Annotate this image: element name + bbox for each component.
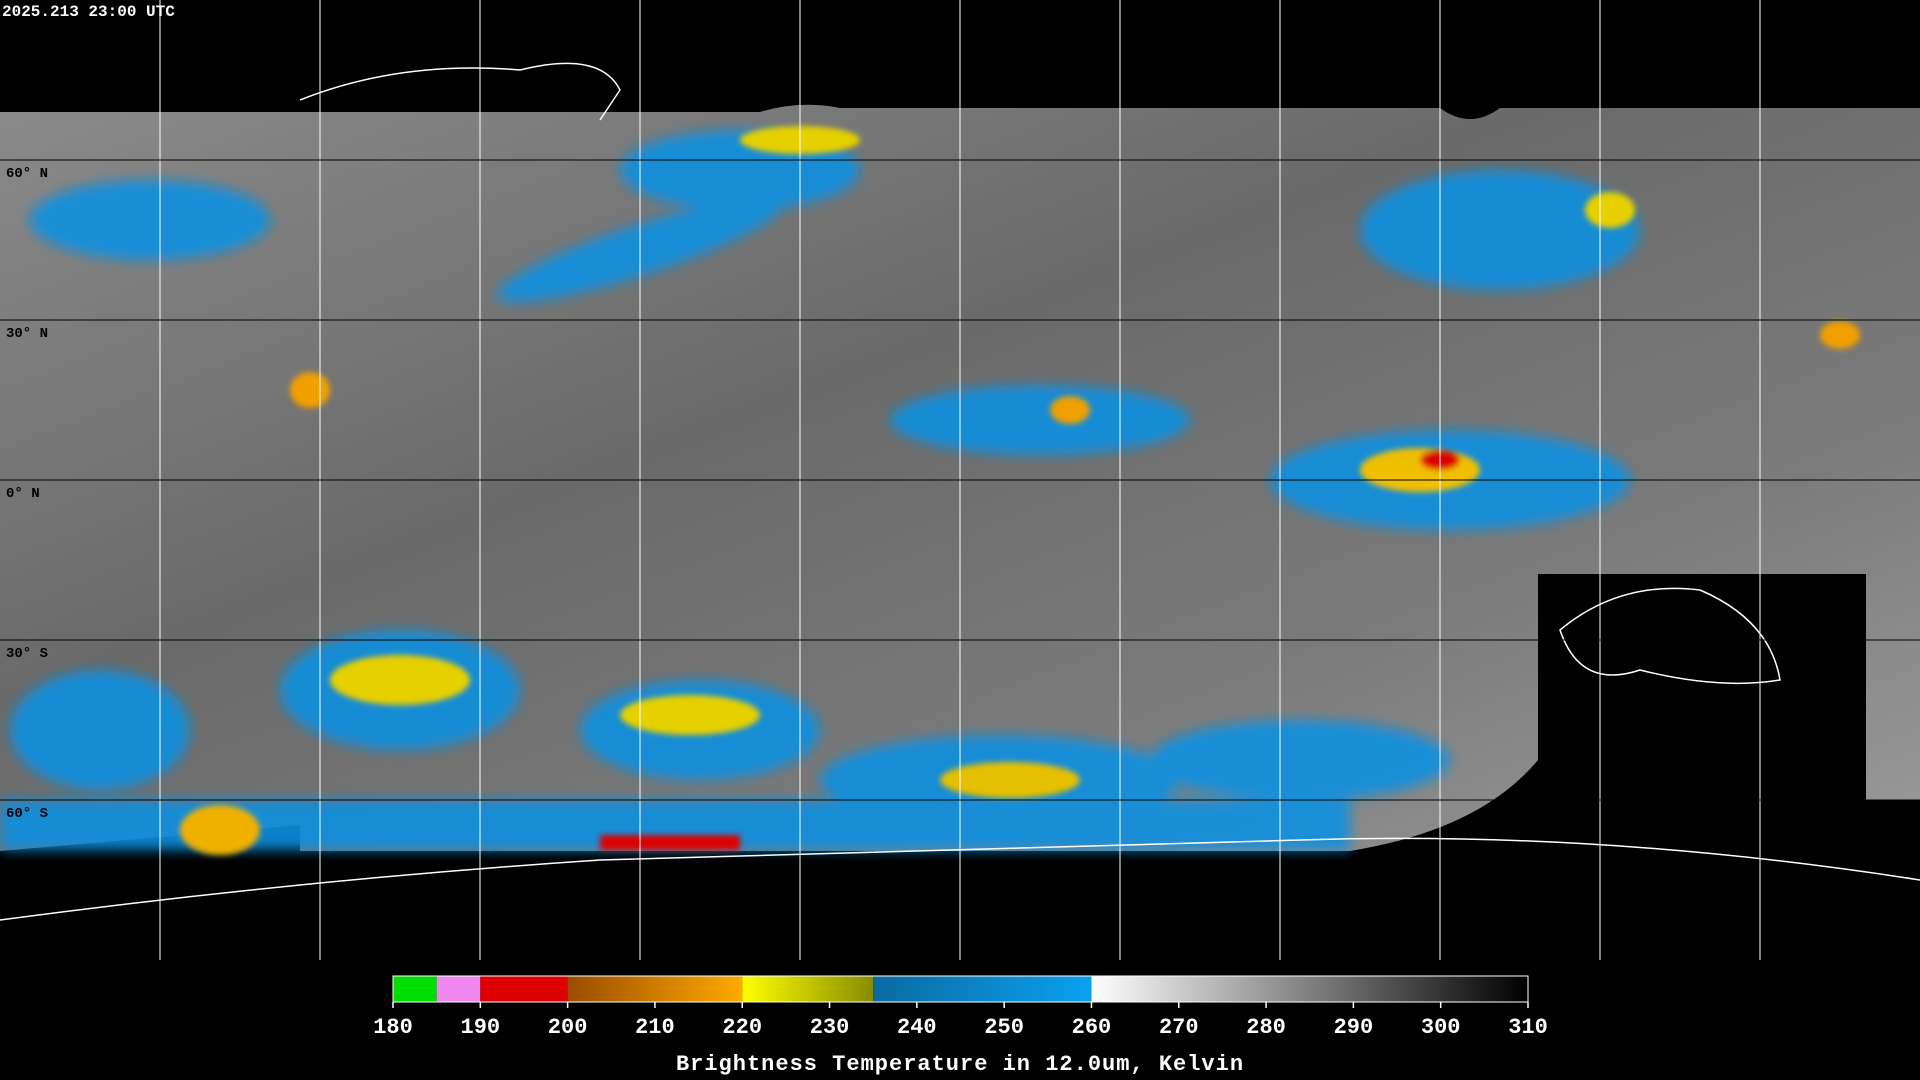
colorbar-segment xyxy=(436,976,481,1002)
cloud-band xyxy=(1360,170,1640,290)
cloud-core xyxy=(1360,448,1480,492)
latitude-label: 60° N xyxy=(6,166,48,182)
timestamp: 2025.213 23:00 UTC xyxy=(2,3,175,21)
coastline xyxy=(299,62,621,121)
colorbar-label: Brightness Temperature in 12.0um, Kelvin xyxy=(676,1052,1244,1077)
cloud-core xyxy=(1820,321,1860,349)
colorbar-tick-label: 290 xyxy=(1334,1015,1374,1040)
colorbar-tick-label: 250 xyxy=(984,1015,1024,1040)
latitude-labels: 60° N 30° N 0° N 30° S 60° S xyxy=(6,166,48,822)
colorbar-segment xyxy=(742,976,874,1002)
colorbar-tick-label: 230 xyxy=(810,1015,850,1040)
colorbar-tick-label: 210 xyxy=(635,1015,675,1040)
colorbar-tick-label: 310 xyxy=(1508,1015,1548,1040)
colorbar-tick-label: 240 xyxy=(897,1015,937,1040)
coastline xyxy=(0,837,1920,921)
colorbar-tick-label: 270 xyxy=(1159,1015,1199,1040)
cloud-band xyxy=(10,670,190,790)
colorbar-tick-label: 280 xyxy=(1246,1015,1286,1040)
latitude-label: 0° N xyxy=(6,486,40,502)
colorbar-segment xyxy=(480,976,568,1002)
cloud-core xyxy=(290,372,330,408)
cloud-band xyxy=(890,385,1190,455)
colorbar: 180 190 200 210 220 230 240 250 260 270 280 290 300 3… xyxy=(373,975,1548,1040)
colorbar-segment xyxy=(1091,976,1528,1002)
colorbar-segment xyxy=(393,976,437,1002)
colorbar-frame xyxy=(392,975,1529,1003)
colorbar-tick-label: 300 xyxy=(1421,1015,1461,1040)
colorbar-segment xyxy=(873,976,1092,1002)
data-gap xyxy=(1538,574,1866,800)
latitude-label: 30° N xyxy=(6,326,48,342)
cloud-core xyxy=(1050,396,1090,424)
cloud-core xyxy=(180,805,260,855)
cloud-band xyxy=(30,180,270,260)
colorbar-tick-label: 260 xyxy=(1072,1015,1112,1040)
latitude-label: 60° S xyxy=(6,806,48,822)
graticule xyxy=(159,0,1761,960)
cloud-core xyxy=(940,762,1080,798)
coastline xyxy=(1559,587,1781,685)
cloud-core xyxy=(330,655,470,705)
colorbar-tick-label: 200 xyxy=(548,1015,588,1040)
cloud-core xyxy=(600,835,740,850)
colorbar-segment xyxy=(567,976,743,1002)
colorbar-tick-label: 180 xyxy=(373,1015,413,1040)
cloud-band xyxy=(1150,720,1450,800)
latitude-label: 30° S xyxy=(6,646,48,662)
cloud-core xyxy=(1585,192,1635,228)
colorbar-tick-label: 220 xyxy=(722,1015,762,1040)
cloud-core xyxy=(620,695,760,735)
coastlines xyxy=(0,62,1920,921)
colorbar-tick-label: 190 xyxy=(461,1015,501,1040)
